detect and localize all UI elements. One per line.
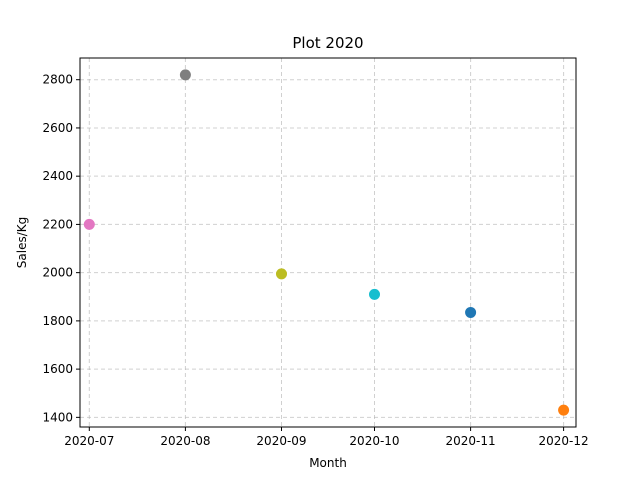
x-tick-label: 2020-08 (160, 434, 210, 448)
y-tick-label: 2400 (42, 169, 73, 183)
x-tick-label: 2020-11 (446, 434, 496, 448)
y-tick-label: 2200 (42, 217, 73, 231)
data-point (179, 69, 191, 81)
x-tick-label: 2020-12 (539, 434, 589, 448)
x-axis-ticks: 2020-07 2020-08 2020-09 2020-10 2020-11 2020-… (64, 427, 589, 448)
y-tick-label: 2800 (42, 73, 73, 87)
y-tick-label: 1600 (42, 362, 73, 376)
data-points (83, 69, 570, 416)
x-tick-label: 2020-09 (256, 434, 306, 448)
x-tick-label: 2020-10 (349, 434, 399, 448)
y-tick-label: 1800 (42, 314, 73, 328)
plot-frame (79, 57, 577, 428)
grid (80, 58, 576, 427)
data-point (83, 218, 95, 230)
chart-title: Plot 2020 (292, 34, 363, 52)
y-tick-label: 2600 (42, 121, 73, 135)
x-axis-label: Month (309, 456, 347, 470)
x-tick-label: 2020-07 (64, 434, 114, 448)
y-tick-label: 1400 (42, 410, 73, 424)
data-point (465, 306, 477, 318)
y-axis-ticks: 1400 1600 1800 2000 2200 2400 2600 2800 (42, 73, 80, 424)
data-point (558, 404, 570, 416)
data-point (369, 288, 380, 300)
data-point (276, 268, 287, 280)
y-tick-label: 2000 (42, 266, 73, 280)
y-axis-label: Sales/Kg (15, 217, 29, 268)
